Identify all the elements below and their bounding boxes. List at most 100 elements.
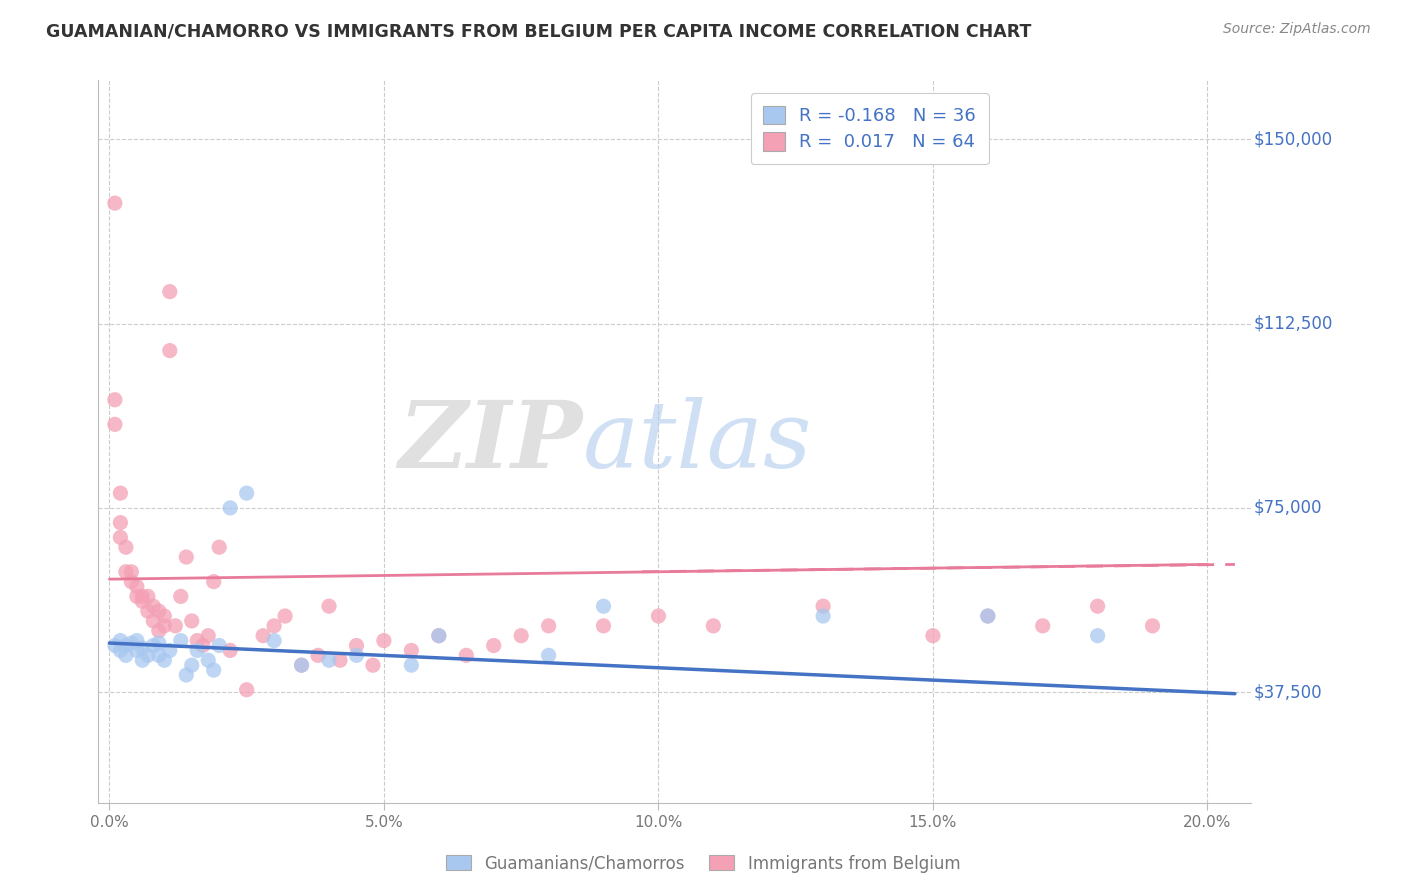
Point bbox=[191, 639, 214, 653]
Point bbox=[537, 619, 560, 633]
Legend: R = -0.168   N = 36, R =  0.017   N = 64: R = -0.168 N = 36, R = 0.017 N = 64 bbox=[751, 93, 988, 164]
Point bbox=[142, 639, 165, 653]
Point bbox=[274, 609, 297, 624]
Point bbox=[647, 609, 669, 624]
Point bbox=[456, 648, 478, 663]
Point bbox=[702, 619, 724, 633]
Point bbox=[120, 636, 142, 650]
Point bbox=[104, 417, 127, 432]
Point bbox=[148, 648, 170, 663]
Point bbox=[115, 565, 138, 579]
Point bbox=[153, 653, 176, 667]
Point bbox=[110, 486, 132, 500]
Point bbox=[373, 633, 395, 648]
Point bbox=[120, 565, 142, 579]
Text: $75,000: $75,000 bbox=[1254, 499, 1322, 516]
Point bbox=[180, 614, 202, 628]
Point bbox=[159, 643, 181, 657]
Point bbox=[401, 658, 423, 673]
Point bbox=[142, 614, 165, 628]
Point bbox=[104, 392, 127, 407]
Point bbox=[290, 658, 312, 673]
Point bbox=[131, 640, 153, 655]
Point bbox=[537, 648, 560, 663]
Point bbox=[136, 604, 159, 618]
Point bbox=[174, 549, 197, 564]
Point bbox=[148, 624, 170, 638]
Point bbox=[202, 663, 225, 677]
Point bbox=[219, 643, 242, 657]
Point bbox=[208, 639, 231, 653]
Point bbox=[131, 590, 153, 604]
Point bbox=[125, 643, 148, 657]
Point bbox=[153, 609, 176, 624]
Text: $37,500: $37,500 bbox=[1254, 683, 1322, 701]
Point bbox=[142, 599, 165, 614]
Text: Source: ZipAtlas.com: Source: ZipAtlas.com bbox=[1223, 22, 1371, 37]
Point bbox=[170, 590, 193, 604]
Point bbox=[811, 599, 834, 614]
Point bbox=[235, 682, 257, 697]
Point bbox=[427, 629, 450, 643]
Point bbox=[592, 599, 614, 614]
Point bbox=[148, 604, 170, 618]
Point bbox=[159, 285, 181, 299]
Point bbox=[1087, 629, 1109, 643]
Point bbox=[202, 574, 225, 589]
Point bbox=[125, 633, 148, 648]
Point bbox=[401, 643, 423, 657]
Point bbox=[307, 648, 329, 663]
Point bbox=[186, 633, 208, 648]
Point bbox=[922, 629, 945, 643]
Text: $150,000: $150,000 bbox=[1254, 130, 1333, 148]
Point bbox=[120, 574, 142, 589]
Point bbox=[318, 599, 340, 614]
Text: GUAMANIAN/CHAMORRO VS IMMIGRANTS FROM BELGIUM PER CAPITA INCOME CORRELATION CHAR: GUAMANIAN/CHAMORRO VS IMMIGRANTS FROM BE… bbox=[46, 22, 1032, 40]
Point bbox=[346, 639, 368, 653]
Point bbox=[180, 658, 202, 673]
Point bbox=[104, 196, 127, 211]
Point bbox=[235, 486, 257, 500]
Point bbox=[427, 629, 450, 643]
Point bbox=[811, 609, 834, 624]
Point bbox=[263, 633, 285, 648]
Point bbox=[110, 633, 132, 648]
Point bbox=[510, 629, 533, 643]
Point bbox=[165, 619, 187, 633]
Point bbox=[290, 658, 312, 673]
Point bbox=[197, 629, 219, 643]
Point bbox=[197, 653, 219, 667]
Point bbox=[977, 609, 1000, 624]
Point bbox=[186, 643, 208, 657]
Point bbox=[318, 653, 340, 667]
Legend: Guamanians/Chamorros, Immigrants from Belgium: Guamanians/Chamorros, Immigrants from Be… bbox=[439, 848, 967, 880]
Point bbox=[361, 658, 384, 673]
Point bbox=[977, 609, 1000, 624]
Point bbox=[482, 639, 505, 653]
Point bbox=[329, 653, 352, 667]
Point bbox=[1032, 619, 1054, 633]
Point bbox=[252, 629, 274, 643]
Text: atlas: atlas bbox=[582, 397, 813, 486]
Point bbox=[125, 580, 148, 594]
Point bbox=[136, 648, 159, 663]
Point bbox=[174, 668, 197, 682]
Point bbox=[125, 590, 148, 604]
Point bbox=[110, 530, 132, 544]
Point bbox=[159, 343, 181, 358]
Point bbox=[148, 636, 170, 650]
Point bbox=[592, 619, 614, 633]
Point bbox=[219, 500, 242, 515]
Text: ZIP: ZIP bbox=[398, 397, 582, 486]
Point bbox=[263, 619, 285, 633]
Point bbox=[131, 594, 153, 608]
Point bbox=[1087, 599, 1109, 614]
Point bbox=[115, 648, 138, 663]
Point bbox=[170, 633, 193, 648]
Point bbox=[115, 540, 138, 554]
Point bbox=[136, 590, 159, 604]
Text: $112,500: $112,500 bbox=[1254, 315, 1333, 333]
Point bbox=[115, 639, 138, 653]
Point bbox=[153, 619, 176, 633]
Point bbox=[131, 653, 153, 667]
